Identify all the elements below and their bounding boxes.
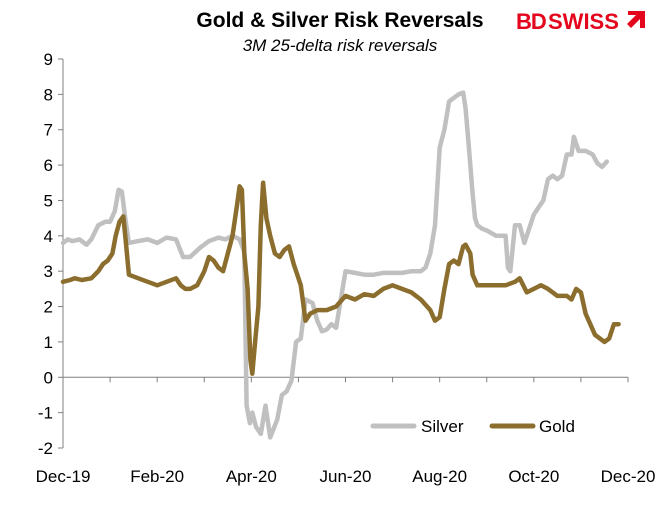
series-line-silver	[60, 90, 610, 440]
y-tick-label: 2	[44, 298, 53, 317]
y-tick-label: -1	[38, 404, 53, 423]
y-axis: 9 8 7 6 5 4 3 2 1 0 -1 -2	[38, 50, 64, 458]
x-tick-label: Oct-20	[508, 467, 559, 486]
x-axis: Dec-19 Feb-20 Apr-20 Jun-20 Aug-20 Oct-20 Dec-…	[36, 376, 656, 486]
y-tick-label: 4	[44, 227, 53, 246]
x-tick-label: Dec-20	[601, 467, 656, 486]
brand-bd-text: BD	[516, 9, 546, 34]
y-tick-label: 5	[44, 191, 53, 210]
legend: Silver Gold	[370, 417, 575, 436]
y-tick-label: -2	[38, 439, 53, 458]
brand-logo: BD SWISS	[516, 9, 645, 34]
y-tick-label: 9	[44, 50, 53, 69]
brand-arrow-icon	[627, 11, 645, 28]
chart-title: Gold & Silver Risk Reversals	[196, 9, 483, 32]
x-tick-label: Aug-20	[412, 467, 467, 486]
y-tick-label: 1	[44, 333, 53, 352]
x-tick-label: Dec-19	[36, 467, 91, 486]
x-tick-label: Jun-20	[320, 467, 372, 486]
y-tick-label: 0	[44, 368, 53, 387]
legend-label-silver: Silver	[421, 417, 464, 436]
chart-subtitle: 3M 25-delta risk reversals	[243, 36, 438, 55]
series-layer	[60, 90, 621, 440]
legend-label-gold: Gold	[539, 417, 575, 436]
y-tick-label: 7	[44, 121, 53, 140]
y-tick-label: 6	[44, 156, 53, 175]
series-line-gold	[60, 180, 621, 376]
y-tick-label: 3	[44, 262, 53, 281]
x-tick-label: Apr-20	[226, 467, 277, 486]
x-tick-label: Feb-20	[130, 467, 184, 486]
y-tick-label: 8	[44, 85, 53, 104]
brand-swiss-text: SWISS	[548, 9, 619, 34]
